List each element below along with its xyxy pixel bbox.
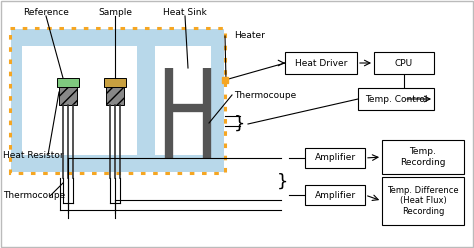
Text: Temp.
Recording: Temp. Recording: [400, 147, 446, 167]
Text: CPU: CPU: [395, 59, 413, 67]
Text: Heater: Heater: [234, 31, 265, 40]
Bar: [358, 88, 434, 110]
Bar: [11, 29, 224, 172]
Text: }: }: [277, 173, 289, 190]
Bar: [59, 87, 77, 105]
Text: }: }: [234, 115, 246, 133]
Bar: [10, 28, 225, 173]
Bar: [104, 78, 126, 87]
Text: Amplifier: Amplifier: [314, 190, 356, 199]
Text: Amplifier: Amplifier: [314, 154, 356, 162]
Text: Temp. Control: Temp. Control: [365, 94, 427, 103]
Bar: [382, 140, 464, 174]
Text: Heat Resistor: Heat Resistor: [3, 151, 64, 159]
Text: Sample: Sample: [98, 8, 132, 17]
Bar: [57, 78, 79, 87]
Bar: [106, 87, 124, 105]
Text: Thermocoupe: Thermocoupe: [234, 91, 296, 99]
Bar: [382, 177, 464, 225]
Text: Heat Driver: Heat Driver: [295, 59, 347, 67]
Bar: [155, 46, 211, 155]
Bar: [305, 148, 365, 168]
Bar: [285, 52, 357, 74]
Text: Reference: Reference: [23, 8, 69, 17]
Text: Thermocoupe: Thermocoupe: [3, 191, 65, 200]
Bar: [305, 185, 365, 205]
Text: Heat Sink: Heat Sink: [163, 8, 207, 17]
Bar: [22, 46, 137, 155]
Text: Temp. Difference
(Heat Flux)
Recording: Temp. Difference (Heat Flux) Recording: [387, 186, 459, 216]
Bar: [374, 52, 434, 74]
